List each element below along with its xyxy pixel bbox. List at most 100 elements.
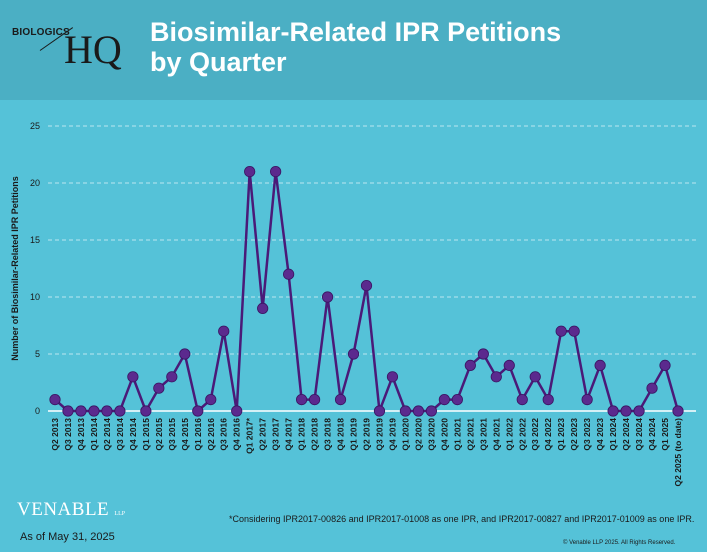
x-tick-label: Q3 2021 [478, 418, 488, 451]
data-point [386, 371, 399, 383]
venable-logo: VENABLE LLP [17, 499, 125, 521]
logo-brand-text: BIOLOGICS [12, 27, 70, 38]
x-tick-label: Q1 2014 [89, 418, 99, 451]
page-title: Biosimilar-Related IPR Petitions by Quar… [150, 17, 562, 77]
data-point [529, 371, 541, 383]
x-tick-label: Q2 2025 (to date) [673, 418, 683, 487]
data-point [503, 359, 515, 371]
line-chart: 0 5 10 15 20 25 Number of Biosimilar-Related … [10, 121, 696, 487]
x-tick-label: Q4 2018 [336, 418, 346, 451]
x-tick-label: Q3 2018 [323, 418, 333, 451]
y-tick-label: 10 [30, 292, 40, 302]
x-tick-label: Q4 2016 [232, 418, 242, 451]
data-point [477, 348, 489, 360]
x-tick-label: Q2 2017 [258, 418, 268, 451]
venable-suffix: LLP [114, 511, 126, 517]
footnote: *Considering IPR2017-00826 and IPR2017-0… [229, 514, 695, 524]
data-point [399, 405, 412, 417]
logo-mark-text: HQ [64, 27, 122, 72]
data-point [257, 302, 269, 314]
data-point [205, 393, 217, 406]
x-tick-label: Q4 2022 [543, 418, 553, 451]
data-point [594, 359, 606, 371]
copyright: © Venable LLP 2025. All Rights Reserved. [563, 540, 676, 546]
venable-name: VENABLE [17, 499, 110, 520]
x-tick-label: Q2 2024 [621, 418, 631, 451]
data-point [334, 393, 347, 406]
data-point [166, 371, 178, 383]
x-tick-label: Q1 2024 [608, 418, 618, 451]
x-tick-label: Q1 2015 [141, 418, 151, 451]
gridlines [48, 125, 696, 355]
y-tick-label: 5 [35, 349, 40, 359]
data-markers [49, 166, 684, 417]
biologics-hq-logo: BIOLOGICS HQ [12, 22, 132, 82]
data-point [192, 405, 204, 417]
x-tick-label: Q2 2016 [206, 418, 216, 451]
x-tick-label: Q3 2015 [167, 418, 177, 451]
data-point [296, 393, 308, 406]
x-tick-label: Q3 2014 [115, 418, 125, 451]
y-tick-labels: 0 5 10 15 20 25 [30, 121, 40, 416]
x-tick-label: Q1 2016 [193, 418, 203, 451]
x-tick-label: Q3 2017 [271, 418, 281, 451]
data-point [127, 371, 139, 383]
data-point [412, 405, 425, 417]
data-point [283, 268, 295, 280]
x-tick-label: Q3 2024 [634, 418, 644, 451]
data-point [516, 393, 528, 406]
x-tick-label: Q4 2021 [491, 418, 501, 451]
data-point [218, 325, 230, 337]
header-band: BIOLOGICS HQ Biosimilar-Related IPR Peti… [0, 0, 707, 100]
data-point [75, 405, 87, 417]
x-tick-label: Q2 2013 [50, 418, 60, 451]
data-point [620, 405, 632, 417]
x-tick-label: Q2 2022 [517, 418, 527, 451]
data-point [347, 348, 360, 360]
y-tick-label: 25 [30, 121, 40, 131]
data-point [646, 382, 658, 394]
x-tick-label: Q4 2019 [387, 418, 397, 451]
data-point [542, 393, 554, 406]
x-tick-label: Q2 2014 [102, 418, 112, 451]
data-point [555, 325, 567, 337]
x-tick-label: Q4 2017 [284, 418, 294, 451]
series-line [54, 170, 680, 413]
x-tick-label: Q4 2015 [180, 418, 190, 451]
x-tick-label: Q2 2023 [569, 418, 579, 451]
data-point [244, 166, 256, 178]
data-point [270, 166, 282, 178]
data-point [360, 279, 373, 292]
data-point [659, 359, 671, 371]
data-point [308, 393, 321, 406]
y-tick-label: 20 [30, 178, 40, 188]
x-tick-label: Q2 2015 [154, 418, 164, 451]
x-tick-label: Q3 2016 [219, 418, 229, 451]
y-axis-label: Number of Biosimilar-Related IPR Petitio… [10, 176, 20, 361]
data-point [114, 405, 126, 417]
x-tick-label: Q3 2013 [63, 418, 73, 451]
x-tick-labels: Q2 2013 Q3 2013 Q4 2013 Q1 2014 Q2 2014 Q3 20… [50, 417, 683, 486]
data-point [490, 371, 502, 383]
data-point [179, 348, 191, 360]
x-tick-label: Q2 2019 [362, 418, 372, 451]
x-tick-label: Q1 2022 [504, 418, 514, 451]
y-tick-label: 0 [35, 406, 40, 416]
data-point [101, 405, 113, 417]
x-tick-label: Q1 2020 [400, 418, 410, 451]
data-point [62, 405, 74, 417]
x-tick-label: Q3 2019 [374, 418, 384, 451]
data-point [607, 405, 619, 417]
data-point [568, 325, 580, 337]
x-tick-label: Q1 2021 [452, 418, 462, 451]
data-point [672, 405, 684, 417]
x-tick-label: Q2 2020 [413, 418, 423, 451]
title-line-1: Biosimilar-Related IPR Petitions [150, 17, 562, 47]
title-line-2: by Quarter [150, 46, 287, 77]
as-of-date: As of May 31, 2025 [20, 531, 115, 543]
x-tick-label: Q4 2024 [647, 418, 657, 451]
x-tick-label: Q3 2023 [582, 418, 592, 451]
x-tick-label: Q2 2018 [310, 418, 320, 451]
data-point [581, 393, 593, 406]
data-point [464, 359, 476, 371]
